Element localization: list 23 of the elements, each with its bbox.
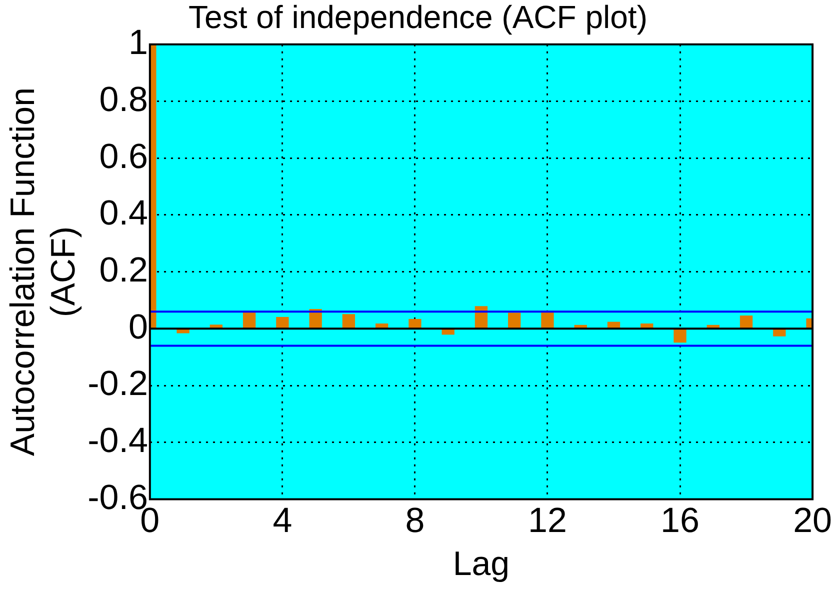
y-tick-label: 0.8 [99, 80, 148, 119]
bar [773, 329, 786, 336]
y-tick-label: 1 [128, 23, 148, 62]
bar [740, 316, 753, 328]
x-tick-label: 20 [793, 500, 832, 540]
x-tick-label: 16 [660, 500, 700, 540]
y-tick-label: -0.2 [88, 364, 148, 404]
x-tick-label: 8 [405, 500, 425, 540]
bar [674, 329, 686, 343]
x-axis-title: Lag [452, 544, 510, 583]
x-tick-label: 12 [528, 500, 567, 540]
y-tick-label: 0.6 [99, 136, 148, 176]
bar [276, 316, 289, 328]
y-axis-title: Autocorrelation Function (ACF) [4, 88, 83, 456]
y-tick-label: 0 [128, 307, 148, 346]
y-tick-label: 0.2 [99, 250, 148, 290]
y-tick-label: -0.4 [88, 421, 148, 460]
bar [408, 318, 422, 328]
y-tick-label: 0.4 [99, 194, 148, 233]
bar [342, 314, 356, 328]
x-tick-label: 4 [272, 500, 292, 540]
chart-title: Test of independence (ACF plot) [188, 0, 648, 36]
bar [508, 312, 521, 328]
